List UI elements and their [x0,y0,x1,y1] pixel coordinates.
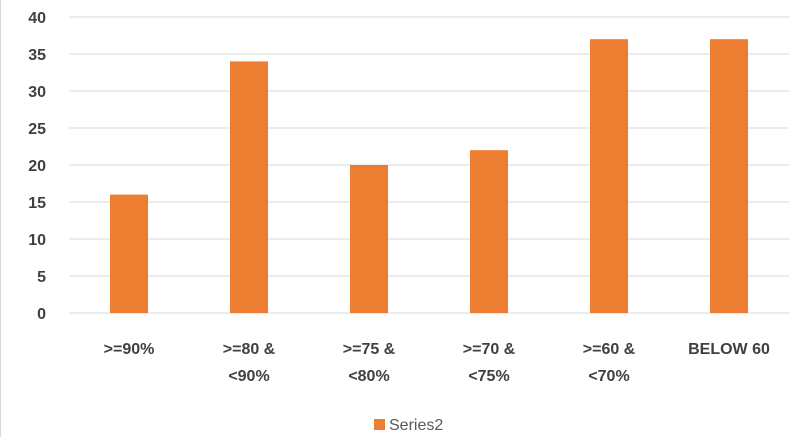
y-tick-label: 15 [28,195,46,212]
bar-4 [590,39,628,313]
x-tick-label-line: <70% [588,368,629,385]
y-tick-label: 20 [28,158,46,175]
x-tick-label-line: >=70 & [463,341,516,358]
bar-5 [710,39,748,313]
y-tick-label: 5 [37,269,46,286]
x-tick-label-line: <90% [228,368,269,385]
x-tick-label: >=70 & <75% [463,341,516,385]
x-tick-label: BELOW 60 [688,341,770,358]
x-tick-label-line: <80% [348,368,389,385]
x-tick-label-line: <75% [468,368,509,385]
bar-0 [110,194,148,313]
bar-2 [350,165,388,313]
x-tick-label: >=75 & <80% [343,341,396,385]
gridlines [69,16,789,314]
y-tick-label: 10 [28,232,46,249]
y-tick-label: 35 [28,47,46,64]
x-axis: >=90% >=80 & <90% >=75 & <80% >=70 & <75% >=60 … [104,341,770,385]
x-tick-label-line: >=60 & [583,341,636,358]
y-tick-label: 40 [28,10,46,27]
y-tick-label: 25 [28,121,46,138]
bar-3 [470,150,508,313]
x-tick-label: >=60 & <70% [583,341,636,385]
x-tick-label-line: BELOW 60 [688,341,770,358]
y-tick-label: 0 [37,306,46,323]
legend-swatch [374,419,385,430]
legend-label: Series2 [389,417,443,434]
x-tick-label-line: >=80 & [223,341,276,358]
x-tick-label: >=90% [104,341,155,358]
x-tick-label: >=80 & <90% [223,341,276,385]
y-axis: 0 5 10 15 20 25 30 35 40 [28,10,46,323]
x-tick-label-line: >=90% [104,341,155,358]
y-tick-label: 30 [28,84,46,101]
bars [110,39,748,314]
x-tick-label-line: >=75 & [343,341,396,358]
bar-1 [230,61,268,314]
legend: Series2 [374,417,443,434]
